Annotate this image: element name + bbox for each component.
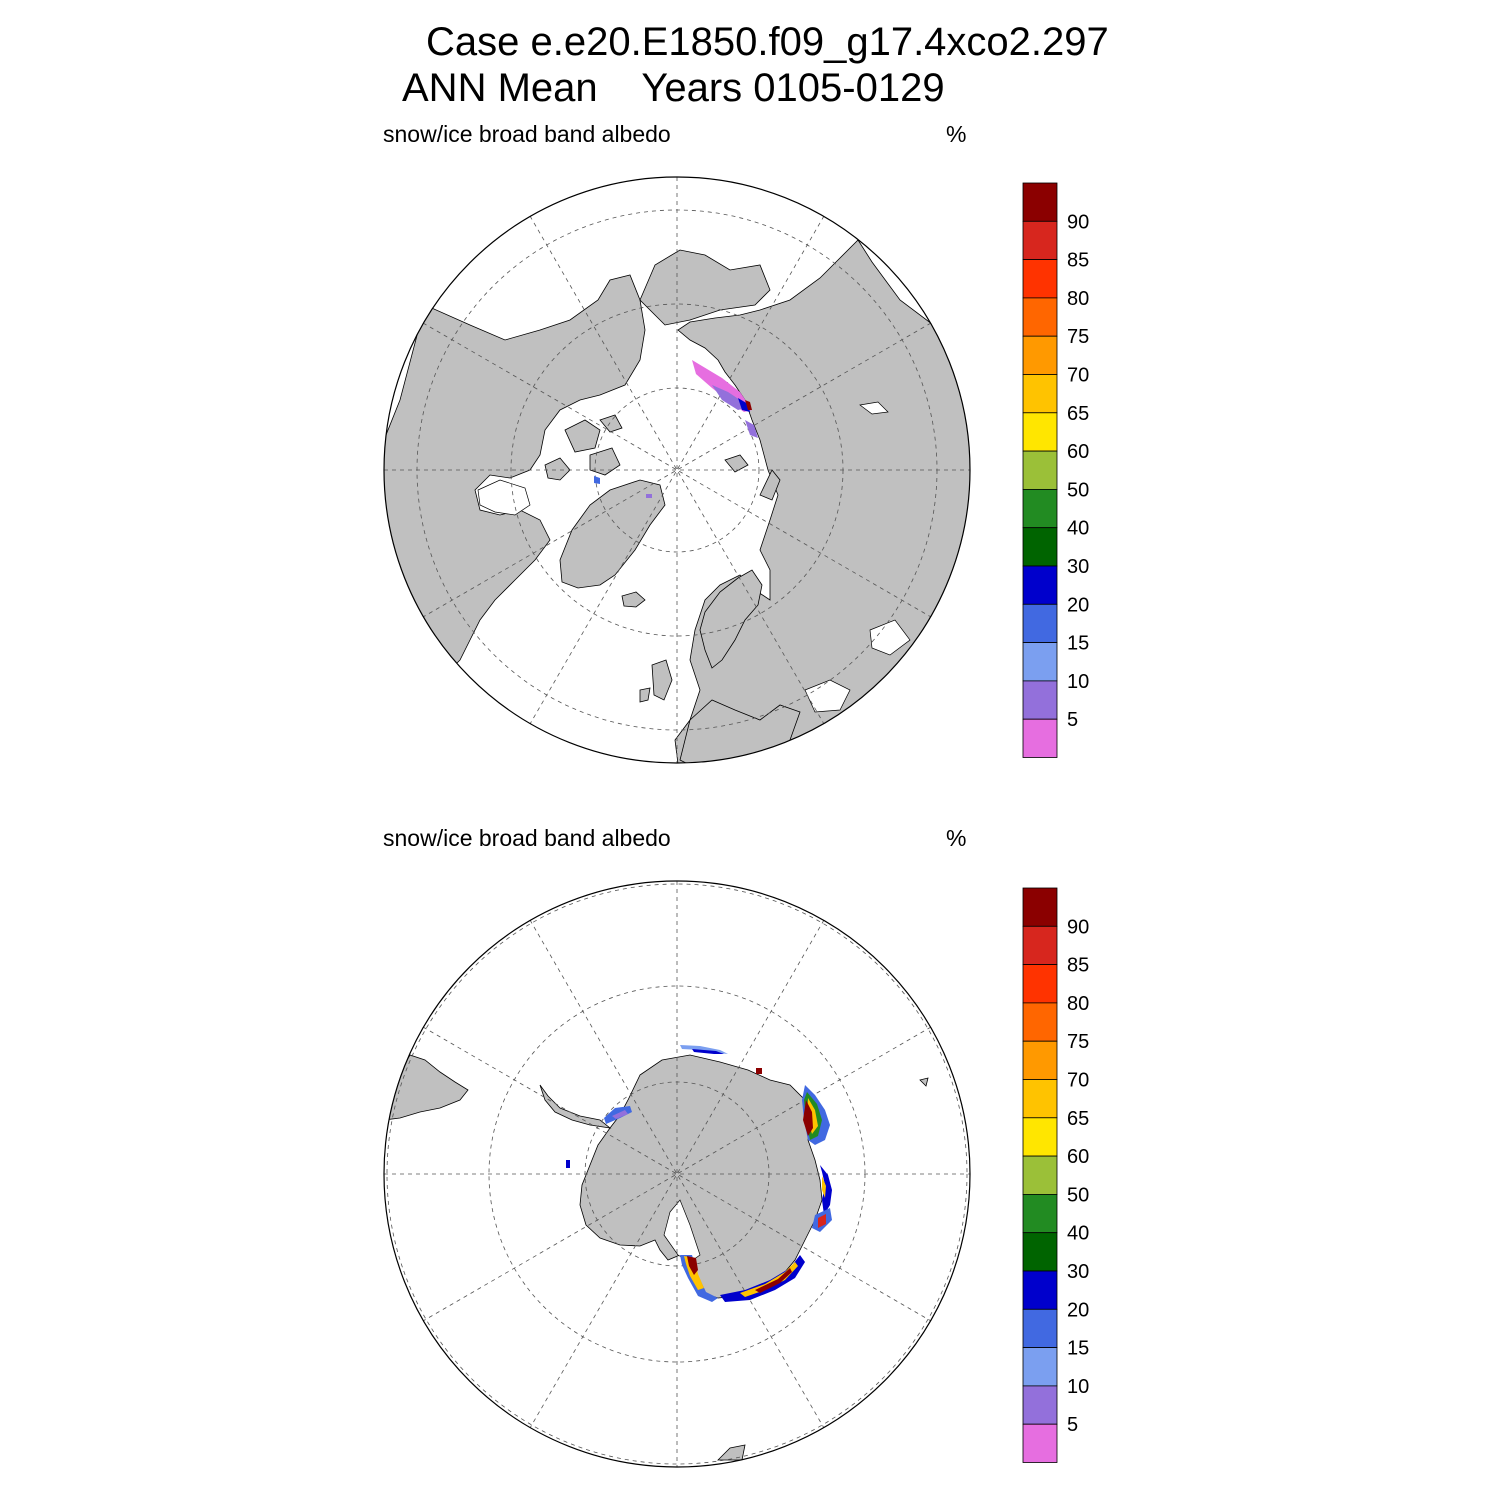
sh-colorbar-tick-label: 50 <box>1067 1184 1089 1206</box>
nh-colorbar-tick-label: 75 <box>1067 326 1089 348</box>
sh-colorbar-tick-label: 5 <box>1067 1414 1078 1436</box>
figure-title-case: Case e.e20.E1850.f09_g17.4xco2.297 <box>426 20 1109 64</box>
sh-colorbar-tick-label: 40 <box>1067 1223 1089 1245</box>
sh-colorbar-box <box>1022 1040 1058 1080</box>
nh-colorbar-tick-label: 20 <box>1067 594 1089 616</box>
nh-colorbar-box <box>1022 718 1058 758</box>
nh-colorbar-tick-label: 40 <box>1067 518 1089 540</box>
nh-colorbar-box <box>1022 297 1058 337</box>
nh-colorbar-box <box>1022 374 1058 414</box>
sh-colorbar-tick-label: 70 <box>1067 1070 1089 1092</box>
nh-colorbar-tick-label: 90 <box>1067 211 1089 233</box>
sh-albedo-shading <box>566 1045 832 1302</box>
nh-colorbar-tick-label: 70 <box>1067 365 1089 387</box>
nh-colorbar-box <box>1022 412 1058 452</box>
nh-colorbar-tick-label: 50 <box>1067 479 1089 501</box>
sh-polar-map <box>383 880 971 1468</box>
sh-map-border <box>383 880 971 1468</box>
nh-colorbar-box <box>1022 259 1058 299</box>
sh-colorbar-box <box>1022 1117 1058 1157</box>
sh-colorbar-tick-label: 90 <box>1067 916 1089 938</box>
nh-colorbar-tick-label: 60 <box>1067 441 1089 463</box>
sh-colorbar: 90 85 80 75 70 65 60 50 40 30 20 15 10 5 <box>1022 887 1089 1463</box>
sh-colorbar-tick-label: 60 <box>1067 1146 1089 1168</box>
sh-colorbar-box <box>1022 964 1058 1004</box>
nh-colorbar: 90 85 80 75 70 65 60 50 40 30 20 15 10 5 <box>1022 182 1089 758</box>
nh-colorbar-box <box>1022 182 1058 222</box>
sh-units: % <box>946 825 967 851</box>
nh-albedo-shading <box>594 360 758 498</box>
nh-colorbar-tick-label: 5 <box>1067 709 1078 731</box>
sh-panel-label: snow/ice broad band albedo <box>383 825 671 851</box>
nh-colorbar-box <box>1022 488 1058 529</box>
nh-colorbar-box <box>1022 680 1058 720</box>
sh-colorbar-tick-label: 80 <box>1067 993 1089 1015</box>
sh-colorbar-box <box>1022 1347 1058 1387</box>
sh-colorbar-box <box>1022 1423 1058 1463</box>
sh-colorbar-box <box>1022 1194 1058 1234</box>
sh-colorbar-box <box>1022 1232 1058 1272</box>
sh-colorbar-tick-label: 75 <box>1067 1031 1089 1053</box>
nh-colorbar-box <box>1022 603 1058 643</box>
nh-colorbar-box <box>1022 527 1058 567</box>
nh-colorbar-box <box>1022 642 1058 682</box>
nh-polar-map <box>383 176 971 764</box>
nh-colorbar-tick-label: 10 <box>1067 671 1089 693</box>
sh-colorbar-tick-label: 85 <box>1067 955 1089 977</box>
nh-colorbar-tick-label: 15 <box>1067 633 1089 655</box>
nh-gridlines <box>384 177 970 763</box>
sh-colorbar-tick-label: 10 <box>1067 1376 1089 1398</box>
nh-colorbar-box <box>1022 450 1058 490</box>
sh-colorbar-box <box>1022 887 1058 927</box>
sh-colorbar-tick-label: 15 <box>1067 1338 1089 1360</box>
sh-colorbar-box <box>1022 925 1058 965</box>
nh-colorbar-tick-label: 85 <box>1067 250 1089 272</box>
nh-colorbar-tick-label: 30 <box>1067 556 1089 578</box>
sh-colorbar-box <box>1022 1270 1058 1310</box>
sh-colorbar-tick-label: 65 <box>1067 1108 1089 1130</box>
figure-title-period: ANN Mean Years 0105-0129 <box>402 66 945 110</box>
nh-map-border <box>383 176 971 764</box>
nh-units: % <box>946 121 967 147</box>
sh-land <box>384 1054 929 1461</box>
sh-colorbar-box <box>1022 1308 1058 1349</box>
nh-colorbar-box <box>1022 565 1058 605</box>
nh-colorbar-tick-label: 65 <box>1067 403 1089 425</box>
sh-gridlines <box>384 881 970 1467</box>
sh-colorbar-box <box>1022 1155 1058 1195</box>
nh-colorbar-tick-label: 80 <box>1067 288 1089 310</box>
sh-colorbar-tick-label: 20 <box>1067 1299 1089 1321</box>
sh-colorbar-tick-label: 30 <box>1067 1261 1089 1283</box>
nh-colorbar-box <box>1022 220 1058 261</box>
sh-colorbar-box <box>1022 1385 1058 1425</box>
nh-land <box>384 239 970 763</box>
sh-colorbar-box <box>1022 1079 1058 1119</box>
nh-colorbar-box <box>1022 335 1058 375</box>
nh-panel-label: snow/ice broad band albedo <box>383 121 671 147</box>
sh-colorbar-box <box>1022 1002 1058 1042</box>
